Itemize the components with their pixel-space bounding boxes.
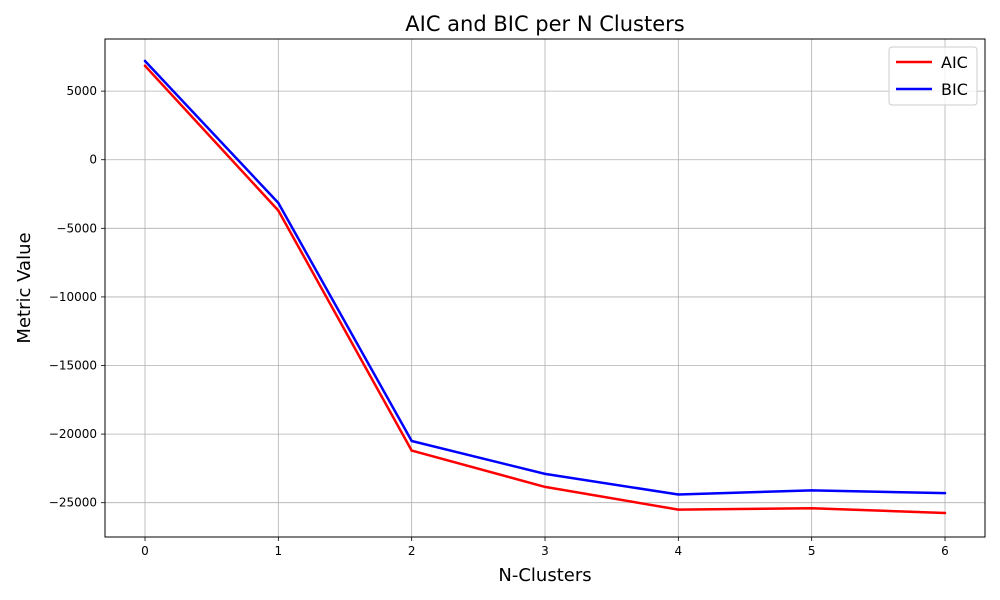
x-tick-label: 2 <box>408 544 416 558</box>
y-tick-label: −5000 <box>56 221 97 235</box>
data-point-bic <box>410 439 413 443</box>
y-axis: 5000 0 −5000 −10000 −15000 −20000 −25000 <box>49 84 105 510</box>
data-point-aic <box>410 449 413 452</box>
data-point-aic <box>543 485 547 489</box>
y-tick-label: 5000 <box>66 84 97 98</box>
x-axis: 0 1 2 3 4 5 6 <box>141 537 949 558</box>
x-tick-label: 0 <box>141 544 149 558</box>
x-tick-label: 6 <box>941 544 949 558</box>
legend-label-bic: BIC <box>941 80 968 99</box>
data-point-bic <box>810 489 813 492</box>
x-tick-label: 1 <box>275 544 283 558</box>
legend-label-aic: AIC <box>941 53 968 72</box>
data-point-aic <box>810 506 813 510</box>
y-axis-label: Metric Value <box>14 232 35 343</box>
y-tick-label: −25000 <box>49 496 97 510</box>
legend: AIC BIC <box>888 46 978 106</box>
y-tick-label: 0 <box>89 153 97 167</box>
grid <box>105 39 985 537</box>
data-point-bic <box>277 201 280 205</box>
y-tick-label: −20000 <box>49 427 97 441</box>
x-tick-label: 5 <box>808 544 816 558</box>
data-point-aic <box>943 511 947 515</box>
data-point-bic <box>543 472 547 476</box>
series-layer <box>143 59 947 515</box>
data-point-bic <box>943 491 947 495</box>
y-tick-label: −10000 <box>49 290 97 304</box>
y-tick-label: −15000 <box>49 359 97 373</box>
data-point-bic <box>143 59 147 63</box>
x-tick-label: 4 <box>675 544 683 558</box>
chart-title: AIC and BIC per N Clusters <box>405 12 684 36</box>
data-point-aic <box>677 508 680 511</box>
data-point-bic <box>677 493 680 496</box>
x-axis-label: N-Clusters <box>498 565 591 586</box>
data-point-aic <box>143 64 147 67</box>
x-tick-label: 3 <box>541 544 549 558</box>
data-point-aic <box>277 209 280 212</box>
